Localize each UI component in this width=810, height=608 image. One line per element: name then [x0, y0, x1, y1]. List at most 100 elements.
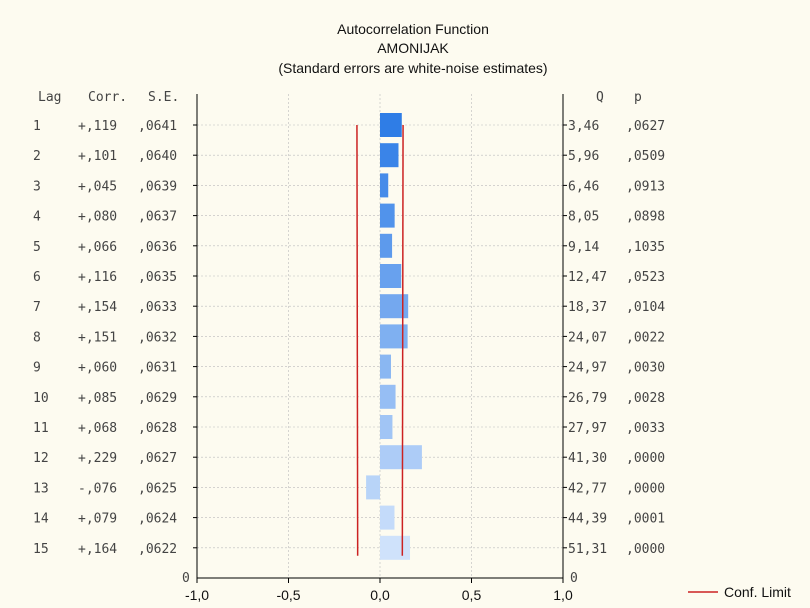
header-lag: Lag [38, 90, 61, 105]
row-se-label: ,0637 [138, 210, 177, 225]
row-q-label: 3,46 [568, 119, 599, 134]
acf-bar [380, 445, 422, 470]
header-corr: Corr. [88, 90, 127, 105]
row-corr-label: +,079 [78, 512, 117, 527]
acf-bar [380, 233, 393, 258]
row-lag-label: 15 [33, 542, 49, 557]
row-corr-label: +,068 [78, 421, 117, 436]
conf-limit-lower [356, 124, 359, 556]
legend: Conf. Limit [688, 584, 791, 600]
row-p-label: ,0033 [626, 421, 665, 436]
row-lag-label: 1 [33, 119, 41, 134]
chart-subtitle: AMONIJAK [377, 40, 449, 56]
row-se-label: ,0629 [138, 391, 177, 406]
x-tick-label: 1,0 [553, 587, 573, 603]
row-p-label: ,0000 [626, 451, 665, 466]
row-p-label: ,0001 [626, 512, 665, 527]
row-corr-label: -,076 [78, 481, 117, 496]
zero-right-label: 0 [570, 571, 578, 586]
acf-bar [380, 384, 396, 409]
acf-bar [380, 173, 389, 198]
x-tick-label: -1,0 [185, 587, 209, 603]
row-se-label: ,0635 [138, 270, 177, 285]
zero-left-label: 0 [182, 571, 190, 586]
row-lag-label: 3 [33, 179, 41, 194]
legend-label: Conf. Limit [724, 584, 791, 600]
row-se-label: ,0627 [138, 451, 177, 466]
row-p-label: ,0627 [626, 119, 665, 134]
row-p-label: ,0022 [626, 330, 665, 345]
acf-bar [380, 415, 393, 439]
row-corr-label: +,085 [78, 391, 117, 406]
row-q-label: 6,46 [568, 179, 599, 194]
row-q-label: 24,97 [568, 361, 607, 376]
acf-bar [380, 354, 391, 379]
row-p-label: ,0000 [626, 481, 665, 496]
row-q-label: 9,14 [568, 240, 599, 255]
row-q-label: 18,37 [568, 300, 607, 315]
row-se-label: ,0633 [138, 300, 177, 315]
row-lag-label: 12 [33, 451, 49, 466]
x-tick-label: -0,5 [276, 587, 300, 603]
row-lag-label: 9 [33, 361, 41, 376]
row-se-label: ,0632 [138, 330, 177, 345]
acf-bar [380, 505, 395, 530]
row-lag-label: 4 [33, 210, 41, 225]
conf-limit-layer [356, 124, 404, 556]
row-lag-label: 11 [33, 421, 49, 436]
acf-bar [380, 143, 399, 168]
row-p-label: ,1035 [626, 240, 665, 255]
row-se-label: ,0628 [138, 421, 177, 436]
row-lag-label: 6 [33, 270, 41, 285]
x-axis-ticks: -1,0 -0,5 0,0 0,5 1,0 [185, 578, 573, 603]
row-p-label: ,0523 [626, 270, 665, 285]
row-se-label: ,0639 [138, 179, 177, 194]
row-lag-label: 5 [33, 240, 41, 255]
row-p-label: ,0913 [626, 179, 665, 194]
row-lag-label: 7 [33, 300, 41, 315]
row-se-label: ,0625 [138, 481, 177, 496]
row-corr-label: +,116 [78, 270, 117, 285]
row-p-label: ,0509 [626, 149, 665, 164]
plot-frame [193, 94, 567, 579]
row-q-label: 12,47 [568, 270, 607, 285]
row-corr-label: +,151 [78, 330, 117, 345]
row-q-label: 41,30 [568, 451, 607, 466]
row-p-label: ,0030 [626, 361, 665, 376]
acf-bar [380, 324, 408, 349]
x-tick-label: 0,5 [462, 587, 482, 603]
row-lag-label: 14 [33, 512, 49, 527]
acf-bar [380, 203, 395, 228]
row-se-label: ,0622 [138, 542, 177, 557]
acf-bar [380, 294, 409, 319]
row-corr-label: +,101 [78, 149, 117, 164]
row-se-label: ,0640 [138, 149, 177, 164]
row-se-label: ,0641 [138, 119, 177, 134]
row-p-label: ,0898 [626, 210, 665, 225]
row-q-label: 44,39 [568, 512, 607, 527]
acf-bar [380, 113, 402, 137]
row-corr-label: +,119 [78, 119, 117, 134]
acf-bar [380, 535, 411, 560]
row-lag-label: 2 [33, 149, 41, 164]
x-tick-label: 0,0 [370, 587, 390, 603]
header-p: p [634, 90, 642, 105]
acf-bar [366, 475, 380, 500]
row-q-label: 5,96 [568, 149, 599, 164]
row-lag-label: 10 [33, 391, 49, 406]
header-q: Q [596, 90, 604, 105]
row-lag-label: 13 [33, 481, 49, 496]
header-se: S.E. [148, 90, 179, 105]
chart-title: Autocorrelation Function [337, 21, 489, 37]
row-corr-label: +,164 [78, 542, 117, 557]
row-q-label: 51,31 [568, 542, 607, 557]
row-corr-label: +,045 [78, 179, 117, 194]
row-q-label: 42,77 [568, 481, 607, 496]
conf-limit-upper [401, 124, 404, 556]
row-p-label: ,0104 [626, 300, 665, 315]
row-q-label: 26,79 [568, 391, 607, 406]
row-se-label: ,0624 [138, 512, 177, 527]
row-p-label: ,0000 [626, 542, 665, 557]
row-corr-label: +,154 [78, 300, 117, 315]
row-p-label: ,0028 [626, 391, 665, 406]
